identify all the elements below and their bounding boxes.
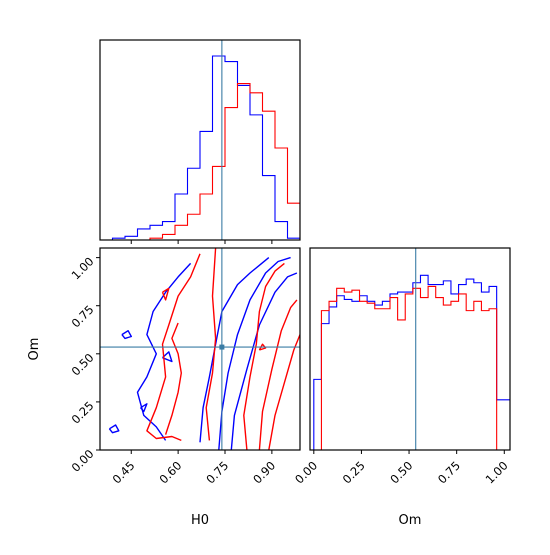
om-xtick-4-label: 1.00: [483, 458, 511, 486]
joint-y-axis-label: Om: [27, 338, 42, 361]
h0-marginal-series-red: [100, 83, 300, 240]
om-xtick-3-label: 0.75: [435, 458, 463, 486]
om-xtick-0-label: 0.00: [292, 458, 320, 486]
om-xtick-2-label: 0.50: [387, 458, 415, 486]
joint-xtick-1-label: 0.60: [156, 458, 184, 486]
contour-red-13: [164, 322, 183, 435]
om-marginal-panel: 0.00 0.25 0.50 0.75 1.00 Om: [292, 247, 511, 528]
contour-blue-3: [136, 262, 192, 441]
contour-blue-2: [230, 272, 298, 450]
joint-ytick-2-label: 0.50: [69, 351, 97, 379]
joint-truth-marker: [219, 344, 225, 350]
h0-marginal-panel: [99, 39, 301, 244]
h0-marginal-series-blue: [100, 55, 300, 240]
contour-blue-6: [108, 424, 120, 434]
contour-red-10: [258, 299, 298, 450]
joint-ytick-4-label: 1.00: [69, 254, 97, 282]
joint-xtick-0-label: 0.45: [110, 458, 138, 486]
contour-blue-7: [121, 330, 133, 340]
joint-ytick-0-label: 0.00: [69, 447, 97, 475]
om-x-axis-label: Om: [399, 513, 422, 528]
joint-x-axis-label: H0: [191, 513, 209, 528]
om-xtick-1-label: 0.25: [340, 458, 368, 486]
contour-red-14: [161, 287, 170, 301]
joint-ytick-1-label: 0.25: [69, 399, 97, 427]
contour-red-8: [205, 248, 217, 441]
h0-marginal-frame: [99, 39, 301, 241]
contour-red-12: [146, 253, 201, 442]
joint-xtick-2-label: 0.75: [203, 458, 231, 486]
contour-red-11: [268, 334, 300, 450]
om-marginal-series-red: [313, 285, 510, 450]
joint-ytick-3-label: 0.75: [69, 302, 97, 330]
contour-red-9: [243, 262, 285, 450]
joint-xtick-3-label: 0.90: [250, 458, 278, 486]
contour-blue-5: [140, 403, 148, 413]
joint-contour-panel: 0.45 0.60 0.75 0.900.000.250.500.751.00 H0 …: [27, 247, 301, 528]
contour-blue-1: [218, 256, 291, 450]
om-marginal-frame: [309, 247, 511, 451]
contour-blue-4: [162, 351, 173, 363]
joint-frame: [99, 247, 301, 451]
